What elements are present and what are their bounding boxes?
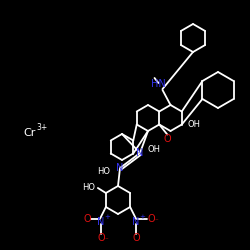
Text: N: N xyxy=(136,148,144,158)
Text: OH: OH xyxy=(148,146,160,154)
Text: O: O xyxy=(164,134,171,144)
Text: N: N xyxy=(116,163,124,173)
Text: O: O xyxy=(83,214,91,224)
Text: 3+: 3+ xyxy=(36,122,48,132)
Text: N: N xyxy=(132,217,140,227)
Text: +: + xyxy=(104,214,110,220)
Text: HN: HN xyxy=(151,79,166,89)
Text: HO: HO xyxy=(82,184,96,192)
Text: OH: OH xyxy=(187,120,200,129)
Text: O: O xyxy=(132,233,140,243)
Text: ⁻: ⁻ xyxy=(154,218,158,224)
Text: ⁻: ⁻ xyxy=(105,237,109,243)
Text: Cr: Cr xyxy=(24,128,36,138)
Text: +: + xyxy=(139,214,145,220)
Text: N: N xyxy=(97,217,104,227)
Text: O: O xyxy=(147,214,155,224)
Text: HO: HO xyxy=(98,168,110,176)
Text: O: O xyxy=(97,233,105,243)
